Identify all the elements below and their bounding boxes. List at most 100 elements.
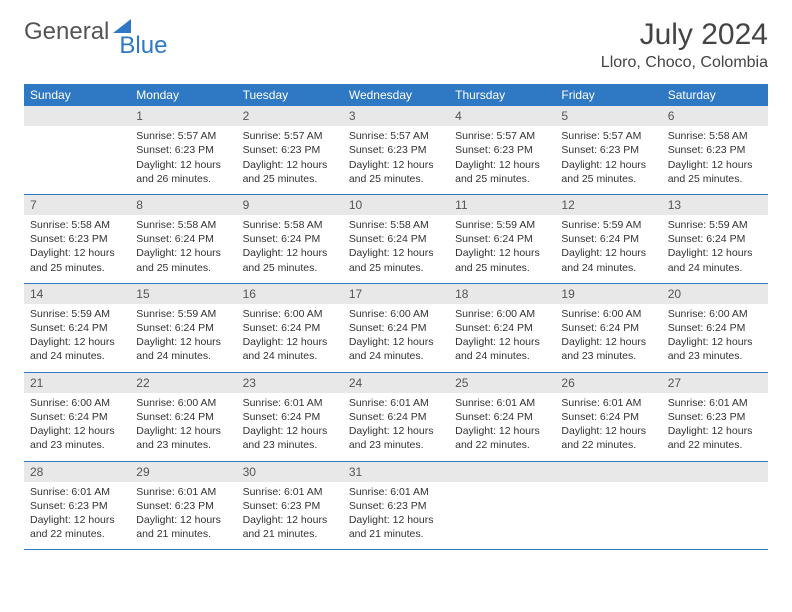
day-body: Sunrise: 6:01 AMSunset: 6:23 PMDaylight:… [130,482,236,550]
day-number [24,106,130,126]
weekday-header: Thursday [449,84,555,106]
day-number: 3 [343,106,449,126]
day-number: 19 [555,284,661,304]
day-body: Sunrise: 6:00 AMSunset: 6:24 PMDaylight:… [343,304,449,372]
day-body [555,482,661,544]
day-number: 8 [130,195,236,215]
calendar-row: 1Sunrise: 5:57 AMSunset: 6:23 PMDaylight… [24,106,768,194]
day-number: 20 [662,284,768,304]
calendar-day-cell: 15Sunrise: 5:59 AMSunset: 6:24 PMDayligh… [130,283,236,372]
weekday-header: Friday [555,84,661,106]
calendar-row: 7Sunrise: 5:58 AMSunset: 6:23 PMDaylight… [24,194,768,283]
day-body [24,126,130,188]
calendar-empty-cell [24,106,130,194]
day-body: Sunrise: 5:58 AMSunset: 6:23 PMDaylight:… [662,126,768,194]
calendar-row: 21Sunrise: 6:00 AMSunset: 6:24 PMDayligh… [24,372,768,461]
calendar-day-cell: 25Sunrise: 6:01 AMSunset: 6:24 PMDayligh… [449,372,555,461]
calendar-day-cell: 9Sunrise: 5:58 AMSunset: 6:24 PMDaylight… [237,194,343,283]
calendar-empty-cell [449,461,555,550]
day-body: Sunrise: 5:57 AMSunset: 6:23 PMDaylight:… [449,126,555,194]
calendar-day-cell: 27Sunrise: 6:01 AMSunset: 6:23 PMDayligh… [662,372,768,461]
day-body: Sunrise: 6:00 AMSunset: 6:24 PMDaylight:… [237,304,343,372]
weekday-header: Monday [130,84,236,106]
calendar-row: 28Sunrise: 6:01 AMSunset: 6:23 PMDayligh… [24,461,768,550]
day-body: Sunrise: 6:00 AMSunset: 6:24 PMDaylight:… [662,304,768,372]
day-number: 23 [237,373,343,393]
day-number: 28 [24,462,130,482]
weekday-header: Sunday [24,84,130,106]
day-number: 16 [237,284,343,304]
calendar-day-cell: 17Sunrise: 6:00 AMSunset: 6:24 PMDayligh… [343,283,449,372]
day-number: 21 [24,373,130,393]
calendar-day-cell: 7Sunrise: 5:58 AMSunset: 6:23 PMDaylight… [24,194,130,283]
day-number: 1 [130,106,236,126]
day-number: 27 [662,373,768,393]
day-number: 29 [130,462,236,482]
day-body: Sunrise: 5:59 AMSunset: 6:24 PMDaylight:… [449,215,555,283]
calendar-day-cell: 12Sunrise: 5:59 AMSunset: 6:24 PMDayligh… [555,194,661,283]
day-body: Sunrise: 6:01 AMSunset: 6:24 PMDaylight:… [449,393,555,461]
day-body: Sunrise: 6:00 AMSunset: 6:24 PMDaylight:… [555,304,661,372]
day-body: Sunrise: 6:00 AMSunset: 6:24 PMDaylight:… [24,393,130,461]
calendar-day-cell: 24Sunrise: 6:01 AMSunset: 6:24 PMDayligh… [343,372,449,461]
calendar-day-cell: 28Sunrise: 6:01 AMSunset: 6:23 PMDayligh… [24,461,130,550]
day-number: 14 [24,284,130,304]
day-number: 31 [343,462,449,482]
day-number: 30 [237,462,343,482]
day-number [449,462,555,482]
day-number [662,462,768,482]
calendar-day-cell: 1Sunrise: 5:57 AMSunset: 6:23 PMDaylight… [130,106,236,194]
calendar-day-cell: 29Sunrise: 6:01 AMSunset: 6:23 PMDayligh… [130,461,236,550]
calendar-day-cell: 14Sunrise: 5:59 AMSunset: 6:24 PMDayligh… [24,283,130,372]
calendar-day-cell: 16Sunrise: 6:00 AMSunset: 6:24 PMDayligh… [237,283,343,372]
day-number: 7 [24,195,130,215]
day-number: 11 [449,195,555,215]
day-body [662,482,768,544]
calendar-day-cell: 19Sunrise: 6:00 AMSunset: 6:24 PMDayligh… [555,283,661,372]
day-body: Sunrise: 5:57 AMSunset: 6:23 PMDaylight:… [237,126,343,194]
calendar-day-cell: 20Sunrise: 6:00 AMSunset: 6:24 PMDayligh… [662,283,768,372]
day-number: 25 [449,373,555,393]
day-number: 13 [662,195,768,215]
day-number [555,462,661,482]
calendar-day-cell: 8Sunrise: 5:58 AMSunset: 6:24 PMDaylight… [130,194,236,283]
weekday-header: Wednesday [343,84,449,106]
calendar-day-cell: 13Sunrise: 5:59 AMSunset: 6:24 PMDayligh… [662,194,768,283]
calendar-day-cell: 11Sunrise: 5:59 AMSunset: 6:24 PMDayligh… [449,194,555,283]
weekday-header: Saturday [662,84,768,106]
calendar-body: 1Sunrise: 5:57 AMSunset: 6:23 PMDaylight… [24,106,768,550]
day-number: 10 [343,195,449,215]
calendar-day-cell: 4Sunrise: 5:57 AMSunset: 6:23 PMDaylight… [449,106,555,194]
day-number: 22 [130,373,236,393]
day-body: Sunrise: 6:01 AMSunset: 6:23 PMDaylight:… [343,482,449,550]
day-number: 18 [449,284,555,304]
day-number: 26 [555,373,661,393]
calendar-row: 14Sunrise: 5:59 AMSunset: 6:24 PMDayligh… [24,283,768,372]
day-body: Sunrise: 5:58 AMSunset: 6:24 PMDaylight:… [130,215,236,283]
calendar-day-cell: 23Sunrise: 6:01 AMSunset: 6:24 PMDayligh… [237,372,343,461]
weekday-header-row: SundayMondayTuesdayWednesdayThursdayFrid… [24,84,768,106]
calendar-empty-cell [662,461,768,550]
day-number: 2 [237,106,343,126]
calendar-day-cell: 6Sunrise: 5:58 AMSunset: 6:23 PMDaylight… [662,106,768,194]
day-number: 15 [130,284,236,304]
calendar-day-cell: 10Sunrise: 5:58 AMSunset: 6:24 PMDayligh… [343,194,449,283]
calendar-day-cell: 5Sunrise: 5:57 AMSunset: 6:23 PMDaylight… [555,106,661,194]
month-title: July 2024 [601,18,768,52]
day-number: 4 [449,106,555,126]
title-block: July 2024 Lloro, Choco, Colombia [601,18,768,72]
day-body: Sunrise: 5:57 AMSunset: 6:23 PMDaylight:… [343,126,449,194]
day-body: Sunrise: 6:01 AMSunset: 6:23 PMDaylight:… [237,482,343,550]
logo-triangle-icon [113,19,131,33]
day-body: Sunrise: 5:57 AMSunset: 6:23 PMDaylight:… [555,126,661,194]
calendar-day-cell: 21Sunrise: 6:00 AMSunset: 6:24 PMDayligh… [24,372,130,461]
logo-word-1: General [24,18,109,46]
calendar-empty-cell [555,461,661,550]
day-body: Sunrise: 6:01 AMSunset: 6:24 PMDaylight:… [237,393,343,461]
day-body: Sunrise: 5:59 AMSunset: 6:24 PMDaylight:… [662,215,768,283]
day-body: Sunrise: 6:00 AMSunset: 6:24 PMDaylight:… [449,304,555,372]
day-body [449,482,555,544]
logo-word-2: Blue [119,32,167,60]
day-body: Sunrise: 6:01 AMSunset: 6:24 PMDaylight:… [343,393,449,461]
day-number: 24 [343,373,449,393]
